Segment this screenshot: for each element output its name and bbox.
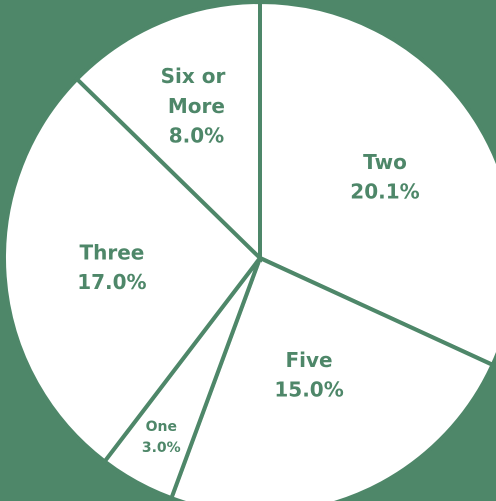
slice-label: One [146, 419, 177, 435]
pie-slice [74, 0, 262, 263]
slice-value: 15.0% [274, 378, 343, 402]
slice-label: Three [79, 240, 144, 264]
slice-label: Five [285, 348, 332, 372]
label-line: One [146, 419, 177, 435]
label-line: Three [79, 240, 144, 264]
label-line: Six or [161, 63, 233, 87]
label-line: Two [363, 149, 407, 173]
pie-slice [168, 255, 496, 501]
slice-label: Six or More [161, 63, 233, 117]
slice-value: 3.0% [142, 440, 181, 456]
pie-slice [258, 0, 496, 368]
slice-value: 20.1% [350, 179, 419, 203]
slice-label: Two [363, 149, 407, 173]
slice-value: 8.0% [169, 123, 224, 147]
slice-value: 17.0% [77, 270, 146, 294]
label-line: Five [285, 348, 332, 372]
pie-slice [2, 76, 263, 465]
label-line: More [168, 93, 225, 117]
